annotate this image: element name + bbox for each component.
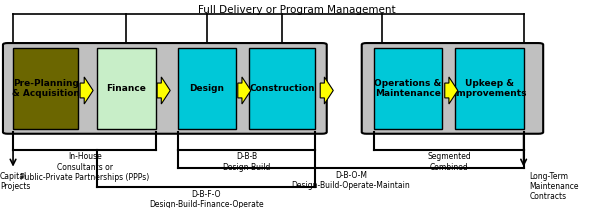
Bar <box>97 48 156 129</box>
Text: D-B-O-M
Design-Build-Operate-Maintain: D-B-O-M Design-Build-Operate-Maintain <box>292 171 410 190</box>
Bar <box>374 48 442 129</box>
Text: Full Delivery or Program Management: Full Delivery or Program Management <box>197 5 396 15</box>
Text: Design: Design <box>189 84 225 93</box>
FancyBboxPatch shape <box>362 43 543 134</box>
Bar <box>178 48 236 129</box>
Text: Construction: Construction <box>250 84 315 93</box>
Bar <box>249 48 315 129</box>
Bar <box>455 48 524 129</box>
Text: Segmented
Combined: Segmented Combined <box>427 152 471 172</box>
Polygon shape <box>157 77 170 104</box>
Polygon shape <box>238 77 251 104</box>
Text: Pre-Planning
& Acquisition: Pre-Planning & Acquisition <box>12 79 79 98</box>
Bar <box>13 48 78 129</box>
Text: Upkeep &
Improvements: Upkeep & Improvements <box>453 79 526 98</box>
Text: In-House
Consultants or
Public-Private Partnerships (PPPs): In-House Consultants or Public-Private P… <box>20 152 149 182</box>
FancyBboxPatch shape <box>3 43 327 134</box>
Text: Capital
Projects: Capital Projects <box>0 172 30 191</box>
Text: D-B-F-O
Design-Build-Finance-Operate: D-B-F-O Design-Build-Finance-Operate <box>149 190 264 208</box>
Text: Finance: Finance <box>106 84 146 93</box>
Text: D-B-B
Design-Build: D-B-B Design-Build <box>222 152 271 172</box>
Text: Long-Term
Maintenance
Contracts: Long-Term Maintenance Contracts <box>530 172 579 201</box>
Polygon shape <box>320 77 333 104</box>
Text: Operations &
Maintenance: Operations & Maintenance <box>374 79 441 98</box>
Polygon shape <box>80 77 93 104</box>
Polygon shape <box>445 77 458 104</box>
